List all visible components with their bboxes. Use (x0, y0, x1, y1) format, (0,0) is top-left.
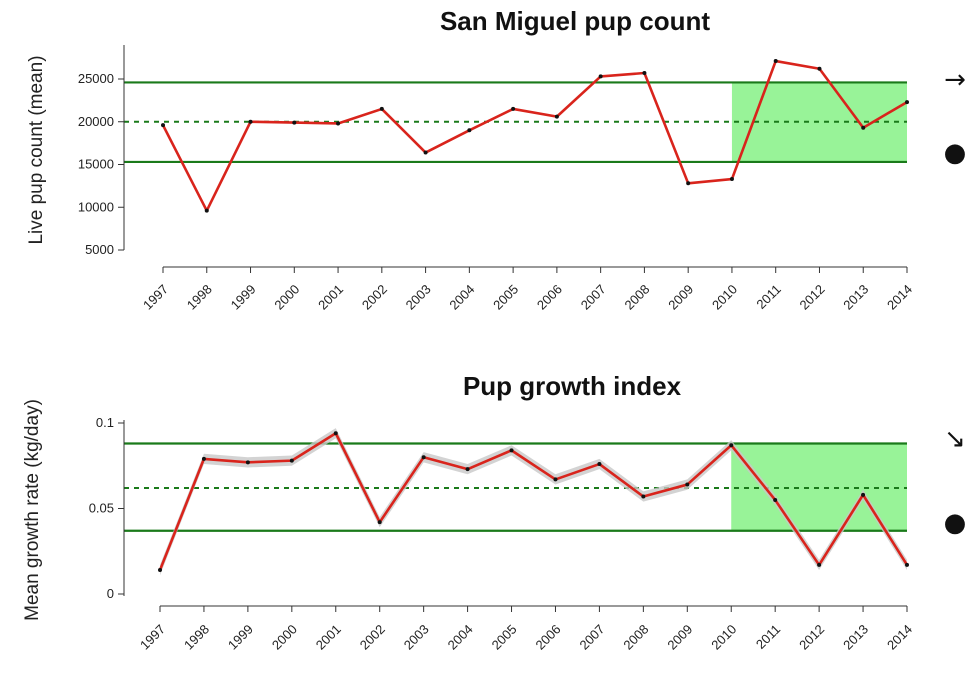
data-point (204, 208, 209, 213)
x-tick-label: 2008 (620, 622, 651, 653)
x-tick-label: 2005 (490, 282, 521, 313)
y-tick-label: 25000 (78, 71, 114, 86)
pup-count-panel: 5000 10000 15000 20000 25000 1997 1998 1999 2000… (26, 6, 966, 313)
x-tick-label: 2011 (753, 282, 783, 312)
data-point (905, 100, 909, 105)
trend-arrow-icon: ↘ (944, 424, 966, 454)
series-line (158, 431, 909, 571)
x-tick-label: 2004 (445, 622, 476, 653)
pup-growth-panel: 0 0.05 0.1 1997 1998 1999 2000 2001 2002 2003 2004… (22, 371, 966, 653)
y-tick-label: 0 (107, 586, 114, 601)
x-tick-label: 2009 (665, 282, 696, 313)
x-tick-label: 2003 (403, 282, 434, 313)
x-tick-label: 2000 (271, 282, 302, 313)
x-tick-label: 2003 (401, 622, 432, 653)
data-point (817, 562, 822, 567)
data-point (729, 443, 734, 448)
x-tick-label: 2013 (840, 282, 871, 313)
x-tick-label: 2004 (446, 282, 477, 313)
x-tick-label: 1997 (140, 282, 171, 313)
x-tick-label: 2012 (797, 282, 828, 313)
data-point (467, 128, 472, 133)
series-line (161, 59, 908, 212)
x-tick-label: 2000 (269, 622, 300, 653)
data-point (511, 106, 516, 111)
x-tick-label: 2010 (709, 282, 740, 313)
data-point (598, 74, 603, 79)
data-point (289, 458, 294, 463)
data-point (158, 568, 162, 573)
data-point (509, 448, 514, 453)
x-tick-label: 1999 (228, 282, 259, 313)
chart-title: San Miguel pup count (440, 6, 710, 36)
x-tick-label: 2011 (753, 622, 783, 652)
data-point (685, 482, 690, 487)
data-point (292, 120, 297, 125)
y-tick-label: 0.1 (96, 415, 114, 430)
x-tick-label: 2014 (884, 622, 915, 653)
data-point (161, 123, 165, 128)
x-tick-label: 2006 (533, 622, 564, 653)
status-dot-icon: ● (944, 508, 967, 538)
trend-arrow-icon: → (944, 65, 966, 95)
status-dot-icon: ● (944, 138, 967, 168)
x-tick-label: 2001 (315, 282, 346, 313)
data-point (465, 467, 470, 472)
x-tick-label: 1998 (181, 622, 212, 653)
x-tick-label: 2009 (664, 622, 695, 653)
data-point (553, 477, 558, 482)
y-tick-label: 10000 (78, 199, 114, 214)
x-tick-label: 2005 (489, 622, 520, 653)
x-tick-label: 1999 (225, 622, 256, 653)
x-tick-label: 1997 (137, 622, 168, 653)
data-point (333, 431, 338, 436)
data-point (905, 562, 909, 567)
data-point (686, 181, 691, 186)
data-point (861, 125, 866, 130)
y-tick-label: 0.05 (89, 501, 114, 516)
data-point (597, 462, 602, 467)
data-point (421, 455, 426, 460)
data-point (201, 456, 206, 461)
x-tick-label: 2012 (796, 622, 827, 653)
y-tick-label: 15000 (78, 157, 114, 172)
data-point (641, 494, 646, 499)
data-point (377, 520, 382, 525)
x-tick-label: 2007 (578, 282, 609, 313)
x-tick-label: 2010 (708, 622, 739, 653)
chart-title: Pup growth index (463, 371, 682, 401)
data-point (642, 71, 647, 76)
y-axis-label: Mean growth rate (kg/day) (22, 399, 43, 621)
x-tick-label: 2007 (576, 622, 607, 653)
data-point (773, 59, 778, 64)
x-tick-label: 2006 (534, 282, 565, 313)
y-tick-label: 5000 (85, 242, 114, 257)
y-axis-label: Live pup count (mean) (26, 55, 47, 244)
data-point (817, 66, 822, 71)
x-tick-label: 2014 (884, 282, 915, 313)
x-tick-label: 2002 (359, 282, 390, 313)
data-point (554, 114, 559, 119)
data-point (336, 121, 341, 126)
x-tick-label: 2013 (840, 622, 871, 653)
data-point (379, 106, 384, 111)
data-point (729, 177, 734, 182)
data-point (423, 150, 428, 155)
y-tick-label: 20000 (78, 114, 114, 129)
x-tick-label: 2002 (357, 622, 388, 653)
data-point (773, 497, 778, 502)
x-tick-label: 2001 (313, 622, 344, 653)
x-tick-label: 2008 (621, 282, 652, 313)
data-point (245, 460, 250, 465)
x-tick-label: 1998 (184, 282, 215, 313)
data-point (861, 492, 866, 497)
data-point (248, 119, 253, 124)
